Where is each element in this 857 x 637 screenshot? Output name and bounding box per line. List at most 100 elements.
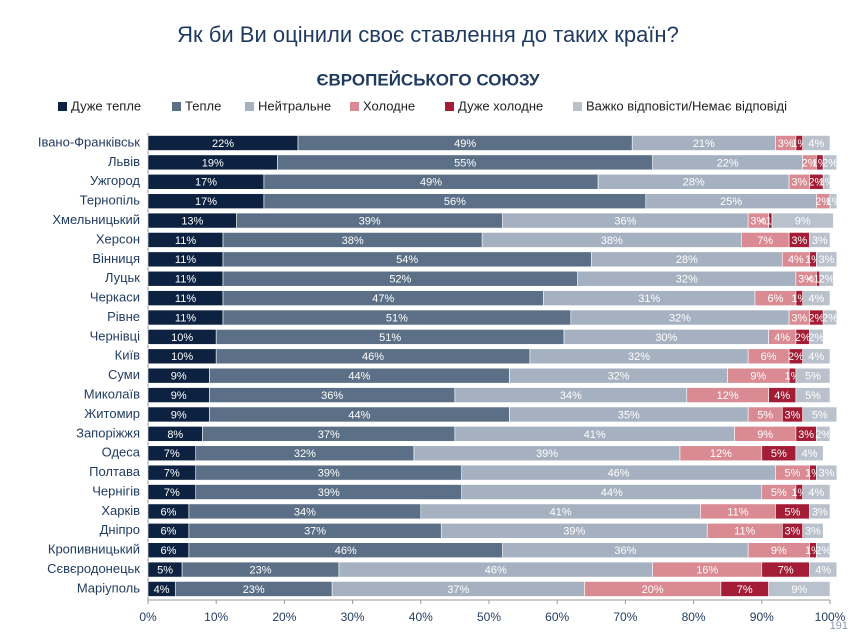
value-label: 31% [638, 293, 660, 305]
value-label: 54% [396, 254, 418, 266]
value-label: 51% [386, 312, 408, 324]
value-label: 4% [808, 351, 824, 363]
value-label: 9% [171, 390, 187, 402]
value-label: 7% [164, 448, 180, 460]
value-label: 2% [795, 332, 811, 344]
value-label: 2% [819, 274, 835, 286]
value-label: 36% [321, 390, 343, 402]
bar-segment [802, 406, 838, 423]
value-label: 3% [819, 254, 835, 266]
value-label: 3% [791, 312, 807, 324]
value-label: 2% [808, 332, 824, 344]
value-label: 3% [750, 215, 766, 227]
value-label: 30% [655, 332, 677, 344]
value-label: 9% [757, 429, 773, 441]
value-label: 6% [761, 351, 777, 363]
value-label: 22% [212, 138, 234, 150]
value-label: 49% [454, 138, 476, 150]
value-label: 52% [389, 274, 411, 286]
value-label: 4% [808, 293, 824, 305]
bar-segment [795, 445, 824, 462]
bar-segment [822, 154, 838, 171]
chart-title: Як би Ви оцінили своє ставлення до таких… [177, 22, 679, 47]
value-label: 2% [822, 312, 838, 324]
y-tick-label: Луцьк [105, 270, 140, 285]
value-label: 2% [822, 157, 838, 169]
value-label: 3% [798, 274, 814, 286]
value-label: 11% [727, 506, 748, 518]
value-label: 11% [175, 254, 196, 266]
value-label: 22% [717, 157, 739, 169]
x-tick-label: 40% [409, 610, 433, 624]
y-tick-label: Харків [101, 503, 140, 518]
value-label: 11% [175, 235, 196, 247]
x-tick-label: 60% [545, 610, 569, 624]
value-label: 25% [720, 196, 742, 208]
value-label: 46% [485, 564, 507, 576]
value-label: 17% [195, 177, 217, 189]
y-tick-label: Львів [108, 154, 140, 169]
value-label: 5% [805, 371, 821, 383]
value-label: 6% [161, 526, 177, 538]
value-label: 56% [444, 196, 466, 208]
value-label: 5% [157, 564, 173, 576]
value-label: 44% [348, 371, 370, 383]
value-label: 20% [642, 584, 664, 596]
bar-segment [802, 135, 831, 151]
value-label: 35% [618, 409, 640, 421]
x-tick-label: 90% [750, 610, 774, 624]
value-label: 2% [788, 351, 804, 363]
value-label: 44% [348, 409, 370, 421]
x-tick-label: 10% [204, 610, 228, 624]
y-tick-label: Полтава [89, 464, 141, 479]
bar-segment [802, 522, 824, 539]
value-label: 2% [815, 545, 831, 557]
value-label: 38% [601, 235, 623, 247]
value-label: 49% [420, 177, 442, 189]
value-label: 2% [815, 196, 831, 208]
value-label: 34% [294, 506, 316, 518]
y-tick-label: Одеса [102, 445, 141, 460]
bar-segment [822, 309, 838, 326]
value-label: 5% [812, 409, 828, 421]
y-tick-label: Івано-Франківськ [38, 134, 140, 149]
value-label: 9% [750, 371, 766, 383]
bar-segment [768, 581, 831, 597]
value-label: 34% [560, 390, 582, 402]
value-label: 5% [805, 390, 821, 402]
value-label: 39% [318, 468, 340, 480]
value-label: 3% [812, 506, 828, 518]
value-label: 7% [164, 487, 180, 499]
value-label: 7% [778, 564, 794, 576]
value-label: 4% [774, 332, 790, 344]
x-tick-label: 70% [613, 610, 637, 624]
legend-swatch [172, 102, 181, 111]
y-tick-label: Київ [115, 348, 140, 363]
bar-segment [816, 426, 831, 442]
value-label: 3% [785, 526, 801, 538]
x-tick-label: 50% [477, 610, 501, 624]
value-label: 39% [359, 215, 381, 227]
y-tick-label: Тернопіль [80, 193, 141, 208]
value-label: 1% [825, 196, 841, 208]
y-tick-label: Запоріжжя [76, 425, 140, 440]
value-label: 5% [771, 487, 787, 499]
value-label: 4% [774, 390, 790, 402]
bar-segment [829, 193, 838, 209]
value-label: 9% [171, 409, 187, 421]
y-tick-label: Вінниця [92, 251, 140, 266]
value-label: 11% [175, 274, 196, 286]
bar-segment [809, 561, 838, 578]
value-label: 7% [737, 584, 753, 596]
bar-segment [816, 542, 831, 558]
value-label: 36% [614, 215, 636, 227]
value-label: 2% [802, 157, 818, 169]
legend-label: Холодне [363, 98, 415, 113]
value-label: 3% [791, 235, 807, 247]
value-label: 3% [798, 429, 814, 441]
value-label: 13% [181, 215, 203, 227]
value-label: 2% [815, 429, 831, 441]
value-label: 6% [767, 293, 783, 305]
value-label: 2% [808, 312, 824, 324]
x-tick-label: 20% [272, 610, 296, 624]
